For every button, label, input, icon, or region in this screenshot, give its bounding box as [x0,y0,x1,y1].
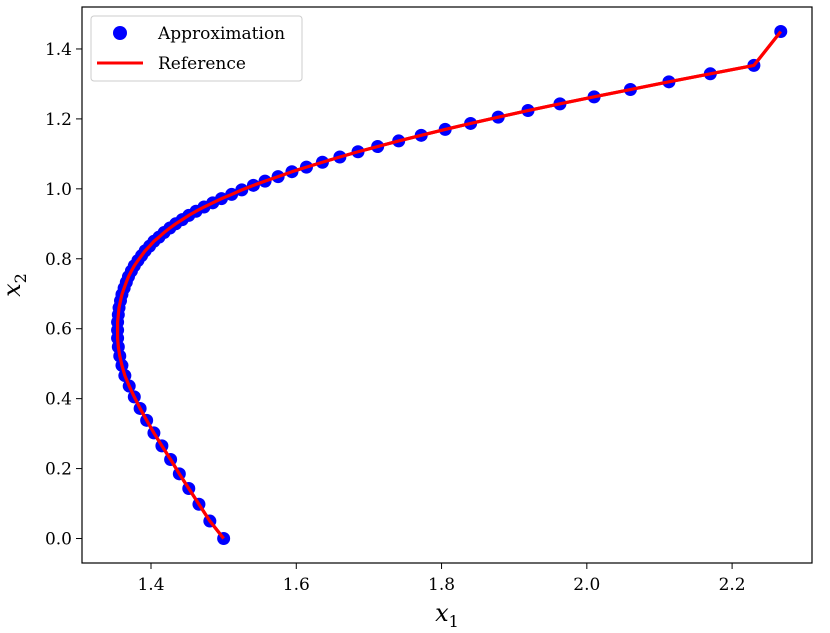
x-axis: 1.4 1.6 1.8 2.0 2.2 [137,563,746,595]
legend-marker-approximation [113,26,127,40]
y-tick-label: 0.4 [45,390,72,410]
y-tick-label: 0.0 [45,530,72,550]
y-tick-label: 0.8 [45,250,72,270]
y-tick-label: 1.4 [45,40,72,60]
y-tick-label: 0.6 [45,320,72,340]
x-axis-label: x1 [435,599,459,631]
y-axis-label: x2 [0,273,30,297]
legend: Approximation Reference [90,15,303,82]
y-axis: 0.0 0.2 0.4 0.6 0.8 1.0 1.2 1.4 [45,40,82,550]
y-tick-label: 1.2 [45,110,72,130]
legend-box [90,15,303,82]
reference-line [115,30,783,540]
x-tick-label: 2.0 [573,575,600,595]
approximation-points [111,24,788,546]
x-tick-label: 1.6 [283,575,310,595]
reference-line-overlay [115,30,783,540]
reference-line-path [115,30,783,540]
legend-label-reference: Reference [158,54,246,74]
y-tick-label: 1.0 [45,180,72,200]
x-tick-label: 1.8 [428,575,455,595]
legend-label-approximation: Approximation [157,24,285,44]
x-tick-label: 2.2 [719,575,746,595]
axes-frame [81,6,813,564]
y-tick-label: 0.2 [45,460,72,480]
x-tick-label: 1.4 [137,575,164,595]
